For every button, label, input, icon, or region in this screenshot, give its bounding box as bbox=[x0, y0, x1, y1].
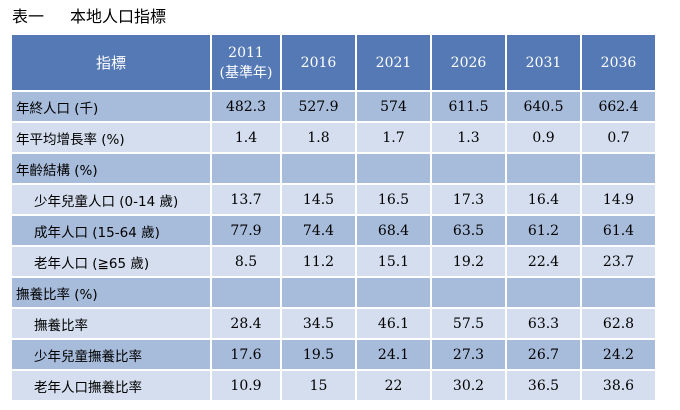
cell-value: 14.9 bbox=[582, 185, 655, 214]
table-row: 成年人口 (15-64 歲) 77.9 74.4 68.4 63.5 61.2 … bbox=[12, 216, 655, 245]
table-row: 老年人口撫養比率 10.9 15 22 30.2 36.5 38.6 bbox=[12, 371, 655, 400]
cell-value: 24.2 bbox=[582, 340, 655, 369]
cell-empty bbox=[582, 278, 655, 307]
cell-empty bbox=[212, 278, 280, 307]
section-row: 撫養比率 (%) bbox=[12, 278, 655, 307]
section-label: 撫養比率 (%) bbox=[12, 278, 210, 307]
row-label: 老年人口撫養比率 bbox=[12, 371, 210, 400]
cell-value: 1.3 bbox=[432, 123, 505, 152]
cell-value: 61.2 bbox=[507, 216, 580, 245]
cell-empty bbox=[507, 154, 580, 183]
table-row: 少年兒童撫養比率 17.6 19.5 24.1 27.3 26.7 24.2 bbox=[12, 340, 655, 369]
table-row: 老年人口 (≧65 歲) 8.5 11.2 15.1 19.2 22.4 23.… bbox=[12, 247, 655, 276]
header-indicator: 指標 bbox=[12, 35, 210, 90]
population-indicators-table: 指標 2011 (基準年) 2016 2021 2026 2031 2036 年終… bbox=[10, 33, 657, 402]
table-caption: 表一 本地人口指標 bbox=[12, 4, 166, 30]
cell-empty bbox=[357, 154, 430, 183]
cell-value: 28.4 bbox=[212, 309, 280, 338]
cell-value: 30.2 bbox=[432, 371, 505, 400]
cell-value: 482.3 bbox=[212, 92, 280, 121]
header-year-2031: 2031 bbox=[507, 35, 580, 90]
cell-value: 14.5 bbox=[282, 185, 355, 214]
cell-empty bbox=[432, 278, 505, 307]
cell-value: 26.7 bbox=[507, 340, 580, 369]
cell-value: 13.7 bbox=[212, 185, 280, 214]
cell-value: 1.4 bbox=[212, 123, 280, 152]
cell-value: 8.5 bbox=[212, 247, 280, 276]
cell-value: 61.4 bbox=[582, 216, 655, 245]
cell-value: 46.1 bbox=[357, 309, 430, 338]
caption-number: 表一 bbox=[12, 7, 45, 26]
cell-value: 77.9 bbox=[212, 216, 280, 245]
header-row: 指標 2011 (基準年) 2016 2021 2026 2031 2036 bbox=[12, 35, 655, 90]
cell-value: 68.4 bbox=[357, 216, 430, 245]
cell-value: 17.6 bbox=[212, 340, 280, 369]
header-year-2016: 2016 bbox=[282, 35, 355, 90]
row-label: 少年兒童人口 (0-14 歲) bbox=[12, 185, 210, 214]
cell-empty bbox=[507, 278, 580, 307]
cell-value: 19.5 bbox=[282, 340, 355, 369]
cell-value: 1.7 bbox=[357, 123, 430, 152]
table-row: 年平均增長率 (%) 1.4 1.8 1.7 1.3 0.9 0.7 bbox=[12, 123, 655, 152]
cell-value: 63.3 bbox=[507, 309, 580, 338]
cell-empty bbox=[357, 278, 430, 307]
cell-value: 34.5 bbox=[282, 309, 355, 338]
cell-empty bbox=[282, 154, 355, 183]
cell-value: 611.5 bbox=[432, 92, 505, 121]
cell-value: 15.1 bbox=[357, 247, 430, 276]
cell-value: 19.2 bbox=[432, 247, 505, 276]
cell-value: 11.2 bbox=[282, 247, 355, 276]
row-label: 撫養比率 bbox=[12, 309, 210, 338]
cell-value: 1.8 bbox=[282, 123, 355, 152]
cell-value: 63.5 bbox=[432, 216, 505, 245]
row-label: 年終人口 (千) bbox=[12, 92, 210, 121]
cell-empty bbox=[212, 154, 280, 183]
cell-value: 16.4 bbox=[507, 185, 580, 214]
cell-empty bbox=[432, 154, 505, 183]
cell-value: 62.8 bbox=[582, 309, 655, 338]
cell-value: 22 bbox=[357, 371, 430, 400]
caption-title: 本地人口指標 bbox=[70, 7, 167, 26]
cell-value: 16.5 bbox=[357, 185, 430, 214]
row-label: 少年兒童撫養比率 bbox=[12, 340, 210, 369]
cell-value: 38.6 bbox=[582, 371, 655, 400]
cell-value: 57.5 bbox=[432, 309, 505, 338]
section-row: 年齡結構 (%) bbox=[12, 154, 655, 183]
header-year-2036: 2036 bbox=[582, 35, 655, 90]
cell-empty bbox=[282, 278, 355, 307]
row-label: 年平均增長率 (%) bbox=[12, 123, 210, 152]
cell-value: 640.5 bbox=[507, 92, 580, 121]
header-year-2026: 2026 bbox=[432, 35, 505, 90]
table-row: 少年兒童人口 (0-14 歲) 13.7 14.5 16.5 17.3 16.4… bbox=[12, 185, 655, 214]
table-row: 撫養比率 28.4 34.5 46.1 57.5 63.3 62.8 bbox=[12, 309, 655, 338]
cell-value: 23.7 bbox=[582, 247, 655, 276]
section-label: 年齡結構 (%) bbox=[12, 154, 210, 183]
cell-value: 24.1 bbox=[357, 340, 430, 369]
row-label: 老年人口 (≧65 歲) bbox=[12, 247, 210, 276]
header-year-2011: 2011 (基準年) bbox=[212, 35, 280, 90]
cell-value: 22.4 bbox=[507, 247, 580, 276]
table-row: 年終人口 (千) 482.3 527.9 574 611.5 640.5 662… bbox=[12, 92, 655, 121]
cell-value: 15 bbox=[282, 371, 355, 400]
cell-empty bbox=[582, 154, 655, 183]
header-year-2021: 2021 bbox=[357, 35, 430, 90]
cell-value: 17.3 bbox=[432, 185, 505, 214]
cell-value: 574 bbox=[357, 92, 430, 121]
cell-value: 527.9 bbox=[282, 92, 355, 121]
cell-value: 74.4 bbox=[282, 216, 355, 245]
cell-value: 0.7 bbox=[582, 123, 655, 152]
cell-value: 27.3 bbox=[432, 340, 505, 369]
cell-value: 10.9 bbox=[212, 371, 280, 400]
cell-value: 36.5 bbox=[507, 371, 580, 400]
row-label: 成年人口 (15-64 歲) bbox=[12, 216, 210, 245]
cell-value: 662.4 bbox=[582, 92, 655, 121]
cell-value: 0.9 bbox=[507, 123, 580, 152]
